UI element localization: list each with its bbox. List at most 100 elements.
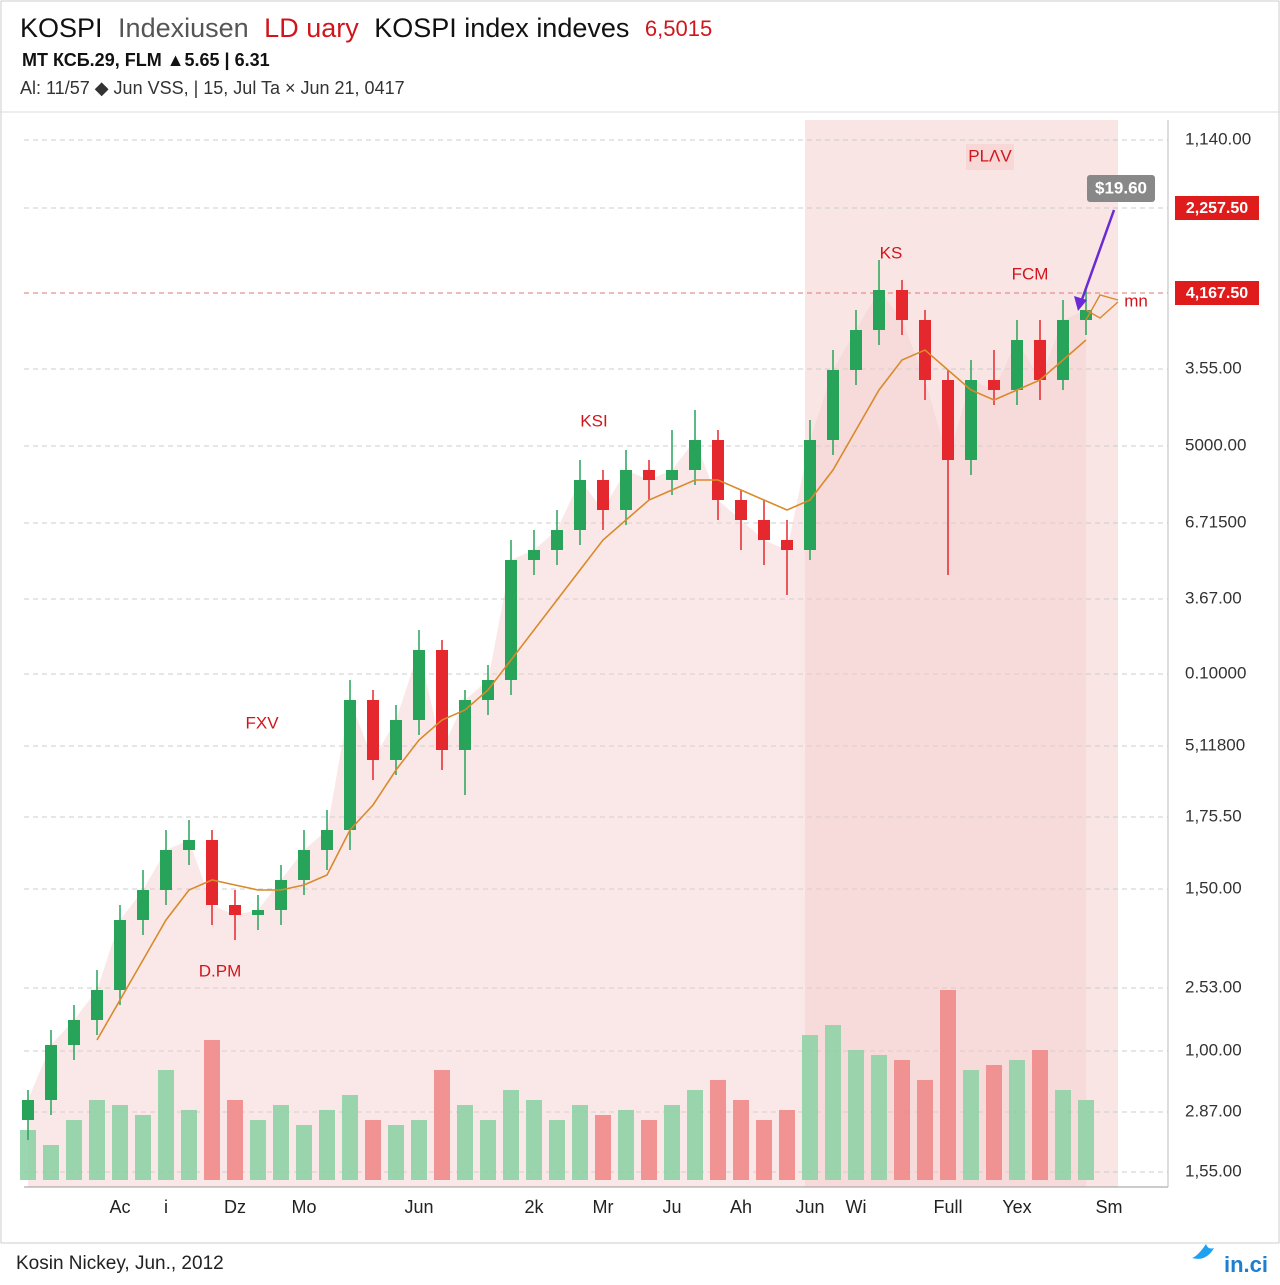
volume-bar bbox=[963, 1070, 979, 1180]
volume-bar bbox=[273, 1105, 289, 1180]
volume-bar bbox=[158, 1070, 174, 1180]
candle-body bbox=[1080, 310, 1092, 320]
volume-bar bbox=[227, 1100, 243, 1180]
volume-bar bbox=[296, 1125, 312, 1180]
volume-bar bbox=[181, 1110, 197, 1180]
candle-body bbox=[896, 290, 908, 320]
candle-body bbox=[758, 520, 770, 540]
candle-body bbox=[781, 540, 793, 550]
candle-body bbox=[551, 530, 563, 550]
candle-body bbox=[160, 850, 172, 890]
y-tick-label: 3.55.00 bbox=[1185, 358, 1242, 377]
volume-bar bbox=[986, 1065, 1002, 1180]
candle-body bbox=[528, 550, 540, 560]
x-tick-label: Dz bbox=[224, 1197, 246, 1217]
candle-body bbox=[229, 905, 241, 915]
subtitle: MT КСБ.29, FLM ▲5.65 | 6.31 bbox=[22, 50, 270, 70]
annotation: KS bbox=[880, 243, 903, 262]
volume-bar bbox=[89, 1100, 105, 1180]
candle-body bbox=[436, 650, 448, 750]
price-area bbox=[28, 290, 1086, 1187]
candle-body bbox=[390, 720, 402, 760]
volume-bar bbox=[411, 1120, 427, 1180]
candle-body bbox=[252, 910, 264, 915]
y2-tick-label: 1,00.00 bbox=[1185, 1040, 1242, 1059]
y-tick-label: 0.10000 bbox=[1185, 663, 1246, 682]
candle-body bbox=[22, 1100, 34, 1120]
annotation: D.PM bbox=[199, 961, 242, 980]
volume-bar bbox=[894, 1060, 910, 1180]
volume-bar bbox=[779, 1110, 795, 1180]
candle-body bbox=[873, 290, 885, 330]
volume-bar bbox=[802, 1035, 818, 1180]
candle-body bbox=[827, 370, 839, 440]
volume-bar bbox=[733, 1100, 749, 1180]
volume-bar bbox=[687, 1090, 703, 1180]
volume-bar bbox=[664, 1105, 680, 1180]
volume-bar bbox=[526, 1100, 542, 1180]
volume-bar bbox=[940, 990, 956, 1180]
volume-bar bbox=[434, 1070, 450, 1180]
footer-brand: in.ci bbox=[1224, 1252, 1268, 1277]
candle-body bbox=[206, 840, 218, 905]
candle-body bbox=[689, 440, 701, 470]
y-tick-label: 6.71500 bbox=[1185, 512, 1246, 531]
volume-bar bbox=[135, 1115, 151, 1180]
y-tick-label: 3.67.00 bbox=[1185, 588, 1242, 607]
volume-bar bbox=[112, 1105, 128, 1180]
candle-body bbox=[850, 330, 862, 370]
y-tick-label: 1,75.50 bbox=[1185, 806, 1242, 825]
title-part: LD uary bbox=[264, 13, 359, 43]
candle-body bbox=[988, 380, 1000, 390]
volume-bar bbox=[595, 1115, 611, 1180]
candle-body bbox=[298, 850, 310, 880]
volume-bar bbox=[319, 1110, 335, 1180]
y-tick-label: 5000.00 bbox=[1185, 435, 1246, 454]
x-tick-label: Mo bbox=[291, 1197, 316, 1217]
volume-bar bbox=[825, 1025, 841, 1180]
callout: $19.60 bbox=[1095, 178, 1147, 197]
volume-bar bbox=[1009, 1060, 1025, 1180]
twitter-icon bbox=[1192, 1244, 1214, 1259]
candle-body bbox=[68, 1020, 80, 1045]
x-tick-label: Jun bbox=[404, 1197, 433, 1217]
candle-body bbox=[735, 500, 747, 520]
y-tick-label: 5,11800 bbox=[1185, 735, 1245, 754]
candle-body bbox=[45, 1045, 57, 1100]
volume-bar bbox=[917, 1080, 933, 1180]
volume-bar bbox=[66, 1120, 82, 1180]
candle-body bbox=[574, 480, 586, 530]
volume-bar bbox=[871, 1055, 887, 1180]
candle-body bbox=[643, 470, 655, 480]
candle-body bbox=[114, 920, 126, 990]
annotation: FXV bbox=[245, 713, 279, 732]
candle-body bbox=[965, 380, 977, 460]
title: KOSPI Indexiusen LD uary KOSPI index ind… bbox=[20, 13, 712, 43]
candle-body bbox=[597, 480, 609, 510]
candle-body bbox=[321, 830, 333, 850]
y2-tick-label: 1,55.00 bbox=[1185, 1161, 1242, 1180]
x-tick-label: Mr bbox=[593, 1197, 614, 1217]
candle-body bbox=[91, 990, 103, 1020]
title-part: 6,5015 bbox=[645, 16, 712, 41]
price-tag: 4,167.50 bbox=[1186, 285, 1248, 302]
title-part: Indexiusen bbox=[118, 13, 249, 43]
x-tick-label: Ah bbox=[730, 1197, 752, 1217]
x-tick-label: Full bbox=[933, 1197, 962, 1217]
volume-bar bbox=[388, 1125, 404, 1180]
volume-bar bbox=[549, 1120, 565, 1180]
annotation: KSI bbox=[580, 411, 607, 430]
volume-bar bbox=[1032, 1050, 1048, 1180]
candle-body bbox=[505, 560, 517, 680]
footer-credit: Kosin Nickey, Jun., 2012 bbox=[16, 1253, 224, 1274]
moving-average bbox=[96, 339, 1087, 1041]
annotation: PLΛV bbox=[968, 146, 1012, 165]
callout-box bbox=[1087, 175, 1155, 202]
annotation: mn bbox=[1124, 291, 1148, 310]
candle-body bbox=[1057, 320, 1069, 380]
volume-bar bbox=[848, 1050, 864, 1180]
volume-bar bbox=[503, 1090, 519, 1180]
candle-body bbox=[1034, 340, 1046, 380]
price-tag-box bbox=[1175, 281, 1259, 305]
candle-body bbox=[137, 890, 149, 920]
